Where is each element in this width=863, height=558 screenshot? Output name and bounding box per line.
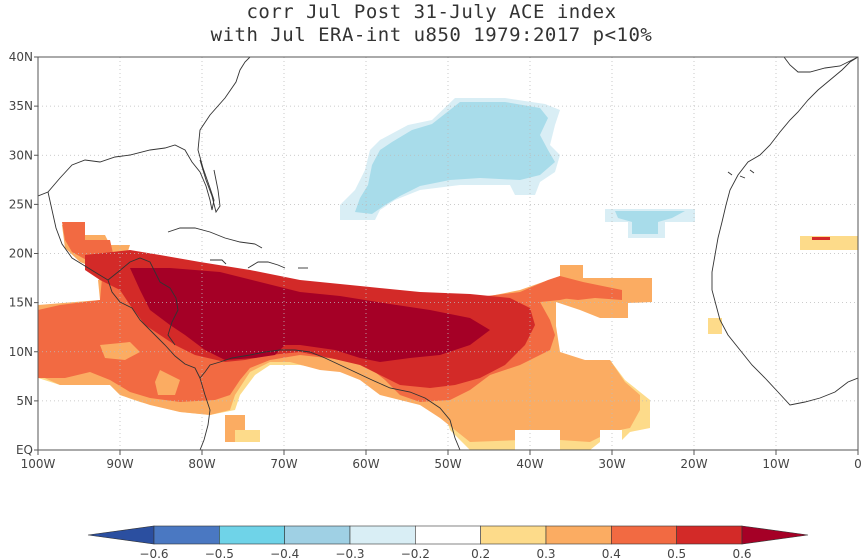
correlation-field xyxy=(38,98,858,450)
contour-neg xyxy=(340,98,695,238)
lon-tick-label: 50W xyxy=(434,457,461,471)
lat-tick-label: 40N xyxy=(9,50,33,64)
coast-iberia xyxy=(783,57,858,73)
contour-neg-0.3 xyxy=(355,102,555,214)
lon-tick-label: 80W xyxy=(188,457,215,471)
colorbar-min-arrow xyxy=(87,525,155,545)
map-title-line2: with Jul ERA-int u850 1979:2017 p<10% xyxy=(210,24,653,46)
contour-0.6-east xyxy=(812,237,830,240)
lon-tick-label: 0 xyxy=(854,457,862,471)
contour-0.4-hole1 xyxy=(515,430,560,450)
lat-tick-label: 15N xyxy=(9,296,33,310)
contour-0.5-hole2 xyxy=(155,370,180,395)
contour-0.5-atl xyxy=(548,280,622,300)
colorbar-swatch xyxy=(153,525,220,545)
lon-tick-label: 90W xyxy=(106,457,133,471)
coast-gulf-mexico xyxy=(47,191,461,450)
lat-tick-label: 30N xyxy=(9,148,33,162)
contour-0.3-east xyxy=(708,318,722,334)
lat-tick-label: 25N xyxy=(9,197,33,211)
coast-yucatan xyxy=(107,257,179,346)
contour-0.4-hole2 xyxy=(600,430,622,450)
map-grid xyxy=(38,57,858,450)
colorbar-label: −0.5 xyxy=(205,547,234,558)
colorbar-label: 0.4 xyxy=(602,547,621,558)
colorbar-max-arrow xyxy=(741,525,809,545)
lon-tick-label: 10W xyxy=(762,457,789,471)
coast-hispaniola xyxy=(247,261,286,269)
colorbar-swatch xyxy=(480,525,547,545)
colorbar-label: 0.2 xyxy=(471,547,490,558)
lon-tick-label: 20W xyxy=(680,457,707,471)
lon-tick-label: 60W xyxy=(352,457,379,471)
lon-tick-label: 30W xyxy=(598,457,625,471)
lon-tick-label: 100W xyxy=(21,457,56,471)
coast-florida xyxy=(199,159,221,214)
colorbar-label: 0.3 xyxy=(536,547,555,558)
colorbar-swatch xyxy=(676,525,743,545)
lon-tick-label: 40W xyxy=(516,457,543,471)
lat-tick-label: EQ xyxy=(16,443,33,457)
contour-neg-0.3-b xyxy=(615,211,685,234)
contour-0.5-gulf xyxy=(62,222,115,262)
lat-tick-label: 35N xyxy=(9,99,33,113)
colorbar-label: −0.3 xyxy=(335,547,364,558)
colorbar-swatch xyxy=(349,525,416,545)
contour-0.4-small1 xyxy=(225,415,245,442)
coastlines xyxy=(38,57,858,450)
colorbar-swatch xyxy=(415,525,481,545)
lon-tick-label: 70W xyxy=(270,457,297,471)
contour-0.7 xyxy=(130,268,490,362)
coast-africa xyxy=(711,57,858,406)
lat-tick-label: 10N xyxy=(9,345,33,359)
colorbar-label: −0.2 xyxy=(401,547,430,558)
colorbar-swatch xyxy=(611,525,677,545)
lon-ticks: 100W 90W 80W 70W 60W 50W 40W 30W 20W 10W 0 xyxy=(21,450,862,471)
colorbar-label: −0.4 xyxy=(270,547,299,558)
lat-tick-label: 20N xyxy=(9,247,33,261)
contour-0.5-hole xyxy=(100,342,140,360)
colorbar-swatch xyxy=(219,525,285,545)
coast-canary xyxy=(727,169,755,179)
colorbar-label: 0.5 xyxy=(667,547,686,558)
coast-north-america xyxy=(38,57,251,211)
map-title-line1: corr Jul Post 31-July ACE index xyxy=(246,1,617,23)
colorbar-swatch xyxy=(284,525,351,545)
lat-ticks: EQ 5N 10N 15N 20N 25N 30N 35N 40N xyxy=(9,50,38,457)
colorbar-swatch xyxy=(545,525,612,545)
coast-south-america-west xyxy=(199,377,211,450)
coast-jamaica xyxy=(210,259,227,265)
coast-cuba xyxy=(167,227,263,249)
colorbar: −0.6 −0.5 −0.4 −0.3 −0.2 0.2 0.3 0.4 0.5 0.6 xyxy=(87,525,809,558)
colorbar-label: 0.6 xyxy=(732,547,751,558)
contour-0.7-main xyxy=(130,268,490,362)
colorbar-label: −0.6 xyxy=(139,547,168,558)
lat-tick-label: 5N xyxy=(16,394,33,408)
